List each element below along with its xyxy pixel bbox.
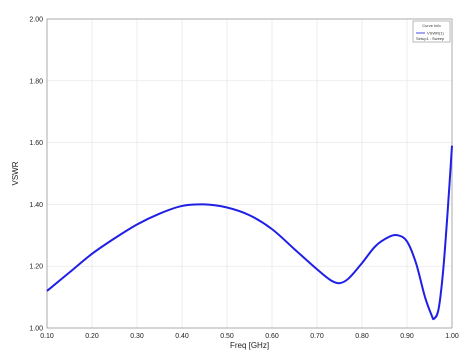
y-tick-label: 1.00: [29, 326, 43, 333]
y-axis-ticks: 1.00 1.20 1.40 1.60 1.80 2.00: [29, 17, 43, 333]
x-tick-label: 0.40: [175, 333, 189, 340]
x-tick-label: 0.20: [85, 333, 99, 340]
x-axis-label: Freq [GHz]: [230, 341, 269, 350]
x-tick-label: 0.90: [400, 333, 414, 340]
x-tick-label: 0.50: [220, 333, 234, 340]
x-tick-label: 0.30: [130, 333, 144, 340]
x-tick-label: 0.80: [355, 333, 369, 340]
legend-sub: Setup1 : Sweep: [416, 36, 445, 41]
y-tick-label: 1.40: [29, 202, 43, 209]
y-tick-label: 1.80: [29, 78, 43, 85]
legend: Curve Info VSWR(1) Setup1 : Sweep: [412, 20, 451, 43]
legend-box: [412, 20, 451, 43]
series-line-vswr: [46, 145, 453, 321]
x-tick-label: 1.00: [445, 333, 459, 340]
y-tick-label: 2.00: [29, 17, 43, 24]
legend-title: Curve Info: [422, 23, 441, 28]
x-axis-ticks: 0.10 0.20 0.30 0.40 0.50 0.60 0.70 0.80 0.90 1.00: [40, 333, 459, 340]
y-axis-label: VSWR: [11, 161, 20, 185]
plot-frame: [46, 18, 453, 329]
x-tick-label: 0.70: [310, 333, 324, 340]
y-tick-label: 1.60: [29, 140, 43, 147]
x-tick-label: 0.60: [265, 333, 279, 340]
x-tick-label: 0.10: [40, 333, 54, 340]
y-tick-label: 1.20: [29, 264, 43, 271]
legend-entry: VSWR(1): [427, 31, 445, 36]
